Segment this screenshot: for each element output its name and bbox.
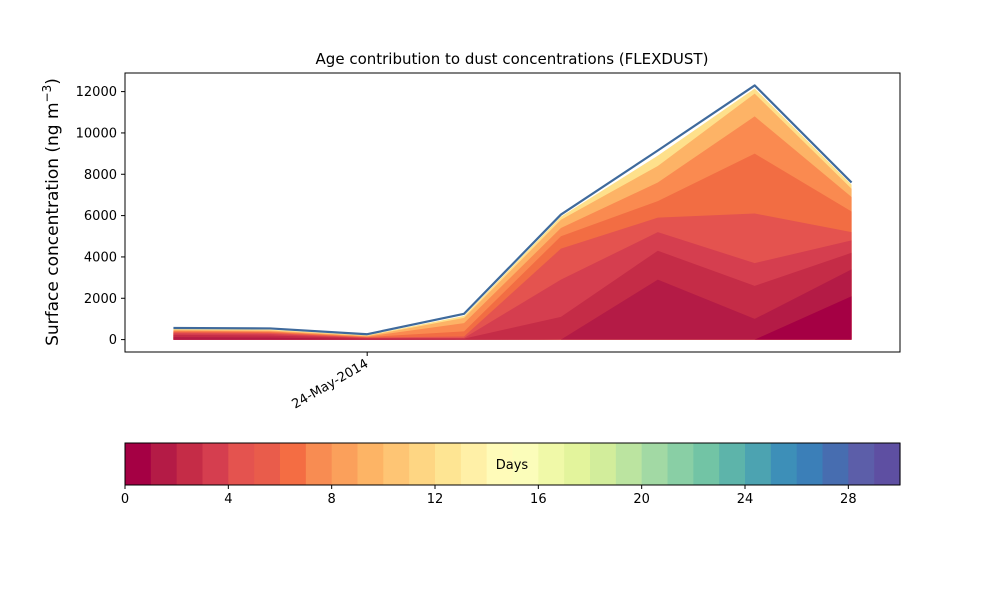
colorbar-segment <box>615 443 643 485</box>
x-tick-label: 24-May-2014 <box>290 356 372 412</box>
y-tick-label: 8000 <box>84 168 117 183</box>
colorbar-tick-label: 20 <box>633 492 650 507</box>
colorbar-segment <box>176 443 204 485</box>
colorbar-segment <box>202 443 229 485</box>
colorbar-segment <box>228 443 255 485</box>
area-layers <box>173 84 853 340</box>
colorbar-frame <box>124 442 901 486</box>
y-tick-label: 10000 <box>76 126 117 141</box>
colorbar-tick-label: 12 <box>427 492 444 507</box>
colorbar-tick-label: 16 <box>530 492 547 507</box>
colorbar-tick-label: 24 <box>737 492 754 507</box>
y-axis-label-main: Surface concentration (ng m <box>43 102 63 345</box>
colorbar-segment <box>693 443 720 485</box>
colorbar-segment <box>150 443 178 485</box>
total-line <box>173 84 853 336</box>
colorbar-label: Days <box>496 458 529 473</box>
y-axis-label: Surface concentration (ng m−3) <box>40 78 63 346</box>
chart-title: Age contribution to dust concentrations … <box>316 50 709 68</box>
colorbar-segment <box>331 443 359 485</box>
colorbar-segment <box>770 443 798 485</box>
colorbar <box>125 443 901 485</box>
colorbar-segment <box>280 443 307 485</box>
colorbar-tick-label: 4 <box>224 492 232 507</box>
colorbar-segment <box>641 443 669 485</box>
plot-frame <box>124 72 901 353</box>
colorbar-segment <box>590 443 617 485</box>
colorbar-segment <box>435 443 462 485</box>
colorbar-segment <box>848 443 875 485</box>
y-tick-label: 6000 <box>84 209 117 224</box>
area-layer-0 <box>173 296 852 340</box>
colorbar-segment <box>564 443 591 485</box>
colorbar-segment <box>254 443 281 485</box>
y-tick-label: 0 <box>109 333 117 348</box>
y-tick-label: 12000 <box>76 85 117 100</box>
colorbar-ticks: 0 4 8 12 16 20 24 28 <box>121 485 857 507</box>
y-axis-ticks: 0 2000 4000 6000 8000 10000 12000 <box>76 85 125 348</box>
colorbar-tick-label: 8 <box>328 492 336 507</box>
colorbar-tick-label: 28 <box>840 492 857 507</box>
colorbar-segment <box>796 443 824 485</box>
y-tick-label: 2000 <box>84 292 117 307</box>
colorbar-segment <box>538 443 565 485</box>
x-axis-ticks: 24-May-2014 <box>290 352 372 412</box>
colorbar-segment <box>357 443 384 485</box>
colorbar-segment <box>719 443 746 485</box>
colorbar-segment <box>745 443 772 485</box>
colorbar-segment <box>125 443 152 485</box>
y-tick-label: 4000 <box>84 250 117 265</box>
colorbar-segment <box>512 443 539 485</box>
colorbar-segment <box>874 443 901 485</box>
colorbar-segment <box>383 443 410 485</box>
colorbar-tick-label: 0 <box>121 492 129 507</box>
colorbar-segment <box>460 443 488 485</box>
colorbar-segment <box>409 443 436 485</box>
colorbar-segment <box>486 443 514 485</box>
area-layer-1 <box>173 269 852 340</box>
colorbar-segment <box>822 443 849 485</box>
y-axis-label-sup: −3 <box>40 85 54 103</box>
colorbar-segment <box>305 443 333 485</box>
y-axis-label-close: ) <box>43 78 63 85</box>
colorbar-segment <box>667 443 694 485</box>
